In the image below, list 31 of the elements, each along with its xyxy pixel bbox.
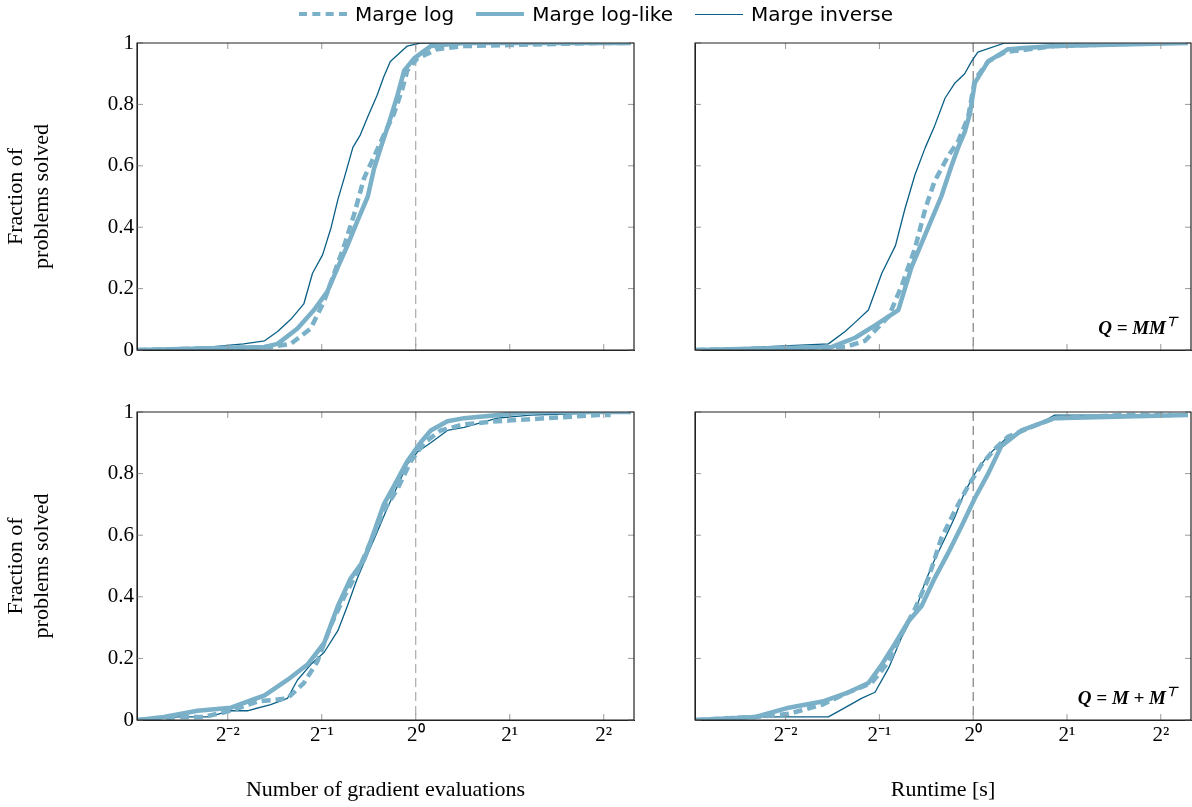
annotation: Q = MM⊤ — [1098, 314, 1179, 338]
x-axis-title: Number of gradient evaluations — [245, 775, 526, 801]
y-tick-label: 0.6 — [107, 521, 134, 546]
x-tick-label: 2¹ — [501, 722, 519, 747]
y-tick-label: 0.4 — [107, 583, 135, 608]
x-tick-label: 2⁻² — [773, 722, 798, 747]
x-tick-label: 2² — [595, 722, 613, 747]
x-tick-label: 2¹ — [1058, 722, 1076, 747]
y-tick-label: 0.4 — [107, 213, 135, 238]
annotation: Q = M + M⊤ — [1077, 684, 1179, 708]
y-tick-label: 0 — [123, 706, 134, 731]
legend-label: Marge log-like — [532, 2, 673, 26]
x-tick-label: 2⁰ — [964, 722, 982, 747]
x-tick-label: 2² — [1152, 722, 1170, 747]
y-tick-label: 0.2 — [107, 644, 134, 669]
x-tick-label: 2⁰ — [407, 722, 425, 747]
legend-label: Marge log — [354, 2, 455, 26]
y-tick-label: 1 — [123, 29, 134, 54]
y-tick-label: 0.8 — [107, 90, 134, 115]
x-axis-title: Runtime [s] — [890, 775, 996, 801]
x-tick-label: 2⁻¹ — [309, 722, 334, 747]
y-tick-label: 0.8 — [107, 460, 134, 485]
y-axis-title: Fraction of problems solved — [2, 124, 53, 269]
y-tick-label: 0.6 — [107, 152, 134, 177]
x-tick-label: 2⁻¹ — [867, 722, 892, 747]
y-axis-title: Fraction of problems solved — [2, 493, 53, 639]
y-tick-label: 1 — [123, 398, 134, 423]
x-tick-label: 2⁻² — [215, 722, 240, 747]
legend-label: Marge inverse — [750, 2, 894, 26]
y-tick-label: 0 — [123, 336, 134, 361]
y-tick-label: 0.2 — [107, 275, 134, 300]
